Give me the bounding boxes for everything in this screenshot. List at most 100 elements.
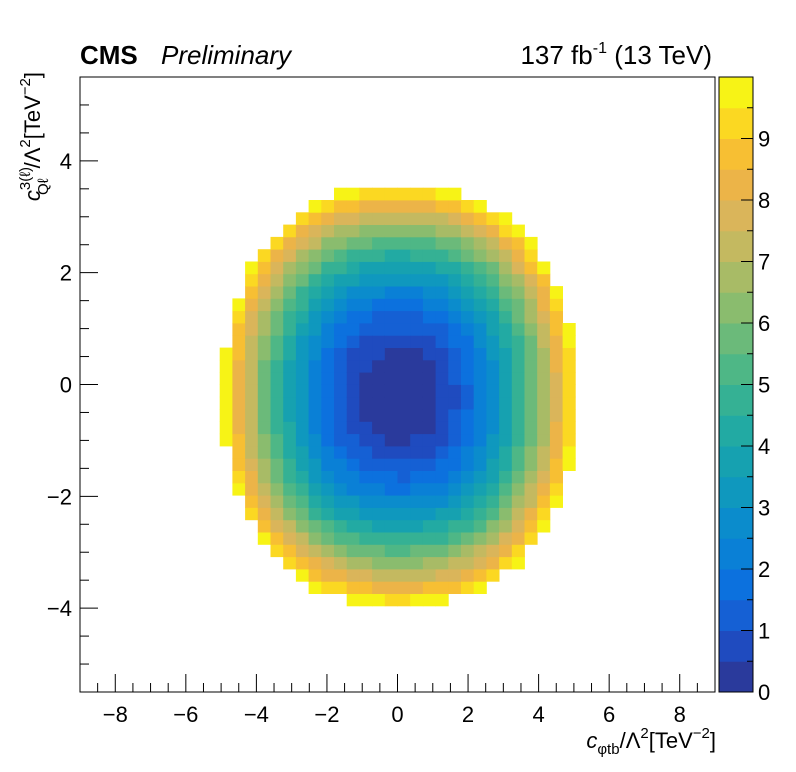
heatmap-cell xyxy=(346,519,360,533)
heatmap-cell xyxy=(549,458,563,471)
heatmap-cell xyxy=(321,212,335,225)
heatmap-cell xyxy=(270,236,284,250)
heatmap-cell xyxy=(257,261,271,275)
heatmap-cell xyxy=(295,569,309,582)
heatmap-cell xyxy=(245,421,259,435)
heatmap-cell xyxy=(435,544,449,558)
heatmap-cell xyxy=(334,372,348,385)
heatmap-cell xyxy=(308,421,322,435)
heatmap-cell xyxy=(384,187,398,201)
heatmap-cell xyxy=(397,372,411,385)
heatmap-cell xyxy=(359,224,373,238)
colorbar-segment xyxy=(719,538,753,570)
heatmap-cell xyxy=(499,372,513,385)
heatmap-cell xyxy=(537,446,551,459)
heatmap-cell xyxy=(308,569,322,582)
heatmap-cell xyxy=(257,384,271,398)
heatmap-cell xyxy=(334,249,348,262)
heatmap-cell xyxy=(295,532,309,545)
heatmap-cell xyxy=(308,470,322,484)
heatmap-cell xyxy=(359,446,373,459)
heatmap-cell xyxy=(359,347,373,361)
heatmap-cell xyxy=(524,359,538,373)
heatmap-cell xyxy=(334,458,348,471)
heatmap-cell xyxy=(359,212,373,225)
heatmap-cell xyxy=(537,298,551,312)
heatmap-cell xyxy=(295,347,309,361)
heatmap-cell xyxy=(461,532,475,545)
heatmap-cell xyxy=(283,298,297,312)
heatmap-cell xyxy=(308,323,322,336)
heatmap-cell xyxy=(384,372,398,385)
heatmap-cell xyxy=(270,372,284,385)
heatmap-cell xyxy=(410,482,424,496)
colorbar-segment xyxy=(719,200,753,232)
heatmap-cell xyxy=(397,347,411,361)
heatmap-cell xyxy=(537,310,551,324)
heatmap-cell xyxy=(524,446,538,459)
heatmap-cell xyxy=(486,273,500,287)
heatmap-cell xyxy=(346,347,360,361)
heatmap-cell xyxy=(232,409,246,422)
heatmap-cell xyxy=(448,236,462,250)
heatmap-cell xyxy=(257,482,271,496)
heatmap-cell xyxy=(384,433,398,447)
heatmap-cell xyxy=(473,544,487,558)
heatmap-cell xyxy=(435,482,449,496)
heatmap-cell xyxy=(435,212,449,225)
heatmap-cell xyxy=(524,286,538,299)
colorbar-tick-label: 2 xyxy=(758,557,770,582)
heatmap-cell xyxy=(270,249,284,262)
heatmap-cell xyxy=(245,273,259,287)
heatmap-cell xyxy=(384,581,398,594)
heatmap-cell xyxy=(397,212,411,225)
heatmap-cell xyxy=(270,507,284,521)
heatmap-cell xyxy=(283,249,297,262)
heatmap-cell xyxy=(334,298,348,312)
heatmap-cell xyxy=(245,470,259,484)
heatmap-cell xyxy=(435,409,449,422)
heatmap-cell xyxy=(295,335,309,348)
heatmap-cell xyxy=(486,421,500,435)
heatmap-cell xyxy=(219,396,233,410)
heatmap-cell xyxy=(422,446,436,459)
heatmap-cell xyxy=(372,372,386,385)
heatmap-cell xyxy=(232,458,246,471)
heatmap-cell xyxy=(245,347,259,361)
heatmap-cell xyxy=(372,286,386,299)
heatmap-cell xyxy=(473,569,487,582)
heatmap-cell xyxy=(461,433,475,447)
heatmap-cell xyxy=(524,273,538,287)
heatmap-cell xyxy=(359,532,373,545)
heatmap-cell xyxy=(372,495,386,508)
heatmap-cell xyxy=(473,507,487,521)
heatmap-cell xyxy=(270,298,284,312)
heatmap-cell xyxy=(308,261,322,275)
heatmap-cell xyxy=(372,569,386,582)
heatmap-cell xyxy=(359,273,373,287)
heatmap-cell xyxy=(346,359,360,373)
heatmap-cell xyxy=(270,421,284,435)
heatmap-cell xyxy=(549,335,563,348)
heatmap-cell xyxy=(321,286,335,299)
heatmap-cell xyxy=(473,335,487,348)
colorbar-segment xyxy=(719,169,753,201)
heatmap-cell xyxy=(422,249,436,262)
heatmap-cell xyxy=(461,200,475,213)
heatmap-cell xyxy=(511,310,525,324)
heatmap-cell xyxy=(334,544,348,558)
heatmap-cell xyxy=(410,409,424,422)
heatmap-cell xyxy=(334,200,348,213)
heatmap-cell xyxy=(410,335,424,348)
heatmap-cell xyxy=(397,593,411,607)
status-label: Preliminary xyxy=(161,40,293,70)
heatmap-cell xyxy=(435,470,449,484)
heatmap-cell xyxy=(435,359,449,373)
heatmap-cell xyxy=(410,298,424,312)
heatmap-cell xyxy=(422,347,436,361)
heatmap-cell xyxy=(308,446,322,459)
heatmap-cell xyxy=(448,421,462,435)
heatmap-cell xyxy=(461,421,475,435)
heatmap-cell xyxy=(511,409,525,422)
